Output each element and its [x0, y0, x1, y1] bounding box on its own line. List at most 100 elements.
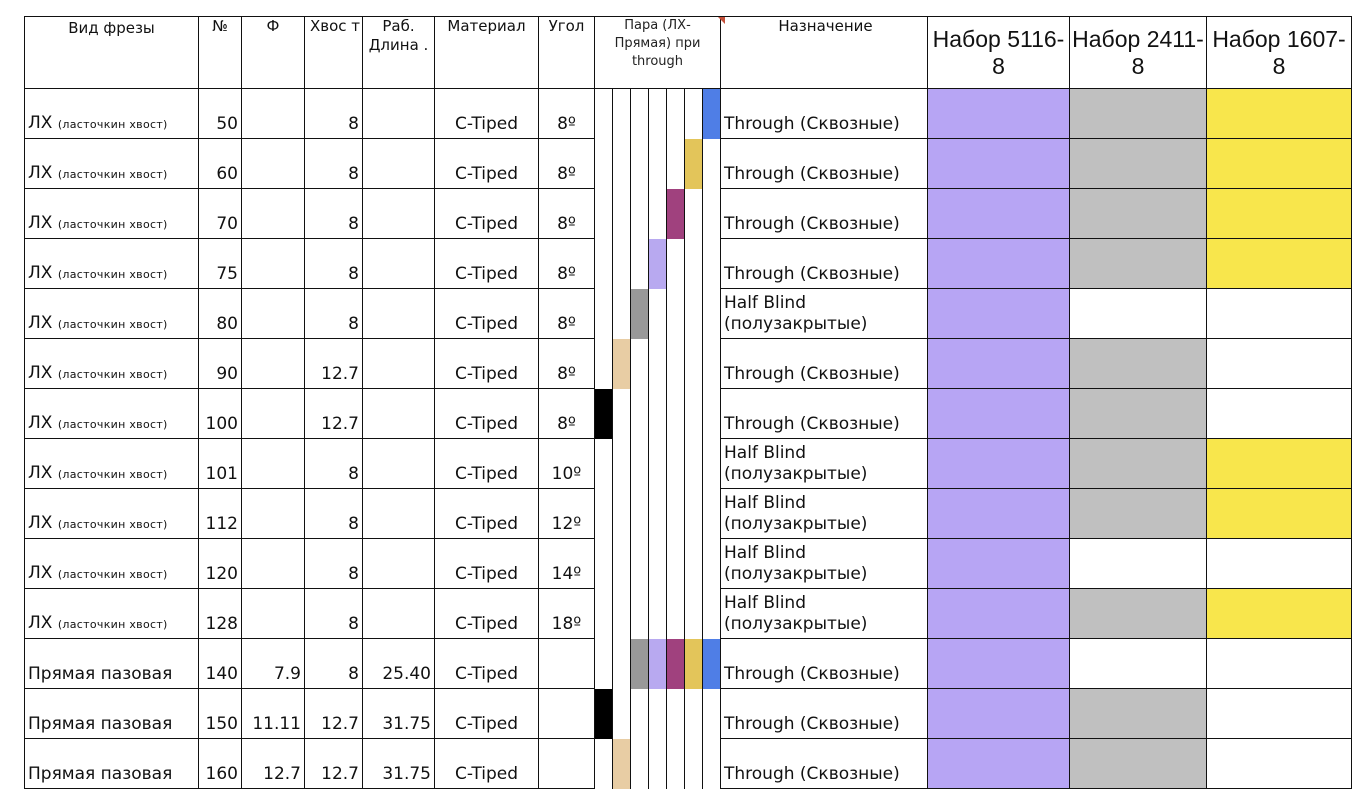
- shank-cell: 12.7: [304, 688, 363, 739]
- cutter-type-cell: Прямая пазовая: [24, 738, 199, 789]
- pair-swatch-magenta: [666, 638, 685, 689]
- table-row: Прямая пазовая 150 11.11 12.7 31.75 C-Tiped Th…: [24, 688, 1352, 739]
- cutter-type-sublabel: (ласточкин хвост): [57, 268, 168, 281]
- pair-slot: [648, 688, 667, 739]
- cutter-type-cell: ЛХ (ласточкин хвост): [24, 238, 199, 289]
- purpose-cell: Half Blind (полузакрытые): [720, 438, 928, 489]
- purpose-cell: Half Blind (полузакрытые): [720, 288, 928, 339]
- pair-slot: [684, 288, 703, 339]
- pair-slot: [612, 538, 631, 589]
- material-cell: C-Tiped: [434, 638, 539, 689]
- shank-cell: 8: [304, 188, 363, 239]
- angle-cell: 10º: [538, 438, 595, 489]
- pair-slot: [666, 488, 685, 539]
- cutter-type-cell: ЛХ (ласточкин хвост): [24, 488, 199, 539]
- pair-slot: [666, 538, 685, 589]
- pair-slot: [630, 738, 649, 789]
- set-5116-cell: [927, 438, 1070, 489]
- pair-slot: [648, 588, 667, 639]
- length-cell: [362, 588, 435, 639]
- number-cell: 80: [198, 288, 242, 339]
- cutter-type-sublabel: (ласточкин хвост): [57, 618, 168, 631]
- material-cell: C-Tiped: [434, 238, 539, 289]
- pair-slot: [612, 388, 631, 439]
- angle-cell: 8º: [538, 388, 595, 439]
- pair-slot: [702, 738, 721, 789]
- pair-slot: [630, 388, 649, 439]
- diameter-cell: 11.11: [241, 688, 305, 739]
- table-row: ЛХ (ласточкин хвост) 128 8 C-Tiped 18º Half B…: [24, 588, 1352, 639]
- cutter-type-label: ЛХ: [28, 513, 53, 533]
- header-material: Материал: [434, 16, 539, 89]
- header-set-1607: Набор 1607-8: [1206, 16, 1352, 89]
- pair-slot: [594, 538, 613, 589]
- pair-slot: [702, 188, 721, 239]
- pair-slot: [594, 188, 613, 239]
- diameter-cell: 7.9: [241, 638, 305, 689]
- cutter-type-cell: ЛХ (ласточкин хвост): [24, 388, 199, 439]
- length-cell: [362, 488, 435, 539]
- purpose-cell: Through (Сквозные): [720, 688, 928, 739]
- shank-cell: 8: [304, 88, 363, 139]
- cutter-type-cell: ЛХ (ласточкин хвост): [24, 588, 199, 639]
- pair-slot: [684, 88, 703, 139]
- set-5116-cell: [927, 388, 1070, 439]
- length-cell: [362, 238, 435, 289]
- pair-slot: [648, 488, 667, 539]
- angle-cell: 14º: [538, 538, 595, 589]
- shank-cell: 8: [304, 488, 363, 539]
- shank-cell: 12.7: [304, 738, 363, 789]
- set-1607-cell: [1206, 238, 1352, 289]
- pair-slot: [684, 688, 703, 739]
- comment-marker-icon: [718, 17, 725, 24]
- length-cell: 31.75: [362, 738, 435, 789]
- set-2411-cell: [1069, 188, 1207, 239]
- pair-slot: [612, 488, 631, 539]
- set-1607-cell: [1206, 88, 1352, 139]
- header-fi: Ф: [241, 16, 305, 89]
- length-cell: [362, 138, 435, 189]
- diameter-cell: [241, 288, 305, 339]
- pair-swatch-gold: [684, 138, 703, 189]
- header-name: Вид фрезы: [24, 16, 199, 89]
- diameter-cell: [241, 438, 305, 489]
- cutter-type-cell: Прямая пазовая: [24, 688, 199, 739]
- purpose-cell: Half Blind (полузакрытые): [720, 538, 928, 589]
- set-1607-cell: [1206, 688, 1352, 739]
- pair-slot: [702, 238, 721, 289]
- pair-slot: [666, 738, 685, 789]
- pair-slot: [630, 238, 649, 289]
- number-cell: 160: [198, 738, 242, 789]
- diameter-cell: [241, 138, 305, 189]
- pair-slot: [612, 438, 631, 489]
- pair-slot: [684, 388, 703, 439]
- pair-slot: [594, 738, 613, 789]
- shank-cell: 8: [304, 638, 363, 689]
- set-2411-cell: [1069, 738, 1207, 789]
- number-cell: 140: [198, 638, 242, 689]
- pair-slot: [666, 388, 685, 439]
- set-2411-cell: [1069, 238, 1207, 289]
- angle-cell: 12º: [538, 488, 595, 539]
- set-1607-cell: [1206, 188, 1352, 239]
- pair-slot: [648, 188, 667, 239]
- angle-cell: 18º: [538, 588, 595, 639]
- set-2411-cell: [1069, 338, 1207, 389]
- set-5116-cell: [927, 338, 1070, 389]
- header-length: Раб. Длина .: [362, 16, 435, 89]
- table-row: ЛХ (ласточкин хвост) 101 8 C-Tiped 10º Half B…: [24, 438, 1352, 489]
- material-cell: C-Tiped: [434, 738, 539, 789]
- length-cell: [362, 288, 435, 339]
- material-cell: C-Tiped: [434, 288, 539, 339]
- material-cell: C-Tiped: [434, 688, 539, 739]
- pair-slot: [648, 738, 667, 789]
- angle-cell: 8º: [538, 188, 595, 239]
- set-2411-cell: [1069, 288, 1207, 339]
- number-cell: 60: [198, 138, 242, 189]
- set-2411-cell: [1069, 138, 1207, 189]
- set-5116-cell: [927, 88, 1070, 139]
- purpose-cell: Half Blind (полузакрытые): [720, 588, 928, 639]
- cutter-type-cell: ЛХ (ласточкин хвост): [24, 138, 199, 189]
- pair-slot: [594, 488, 613, 539]
- diameter-cell: [241, 238, 305, 289]
